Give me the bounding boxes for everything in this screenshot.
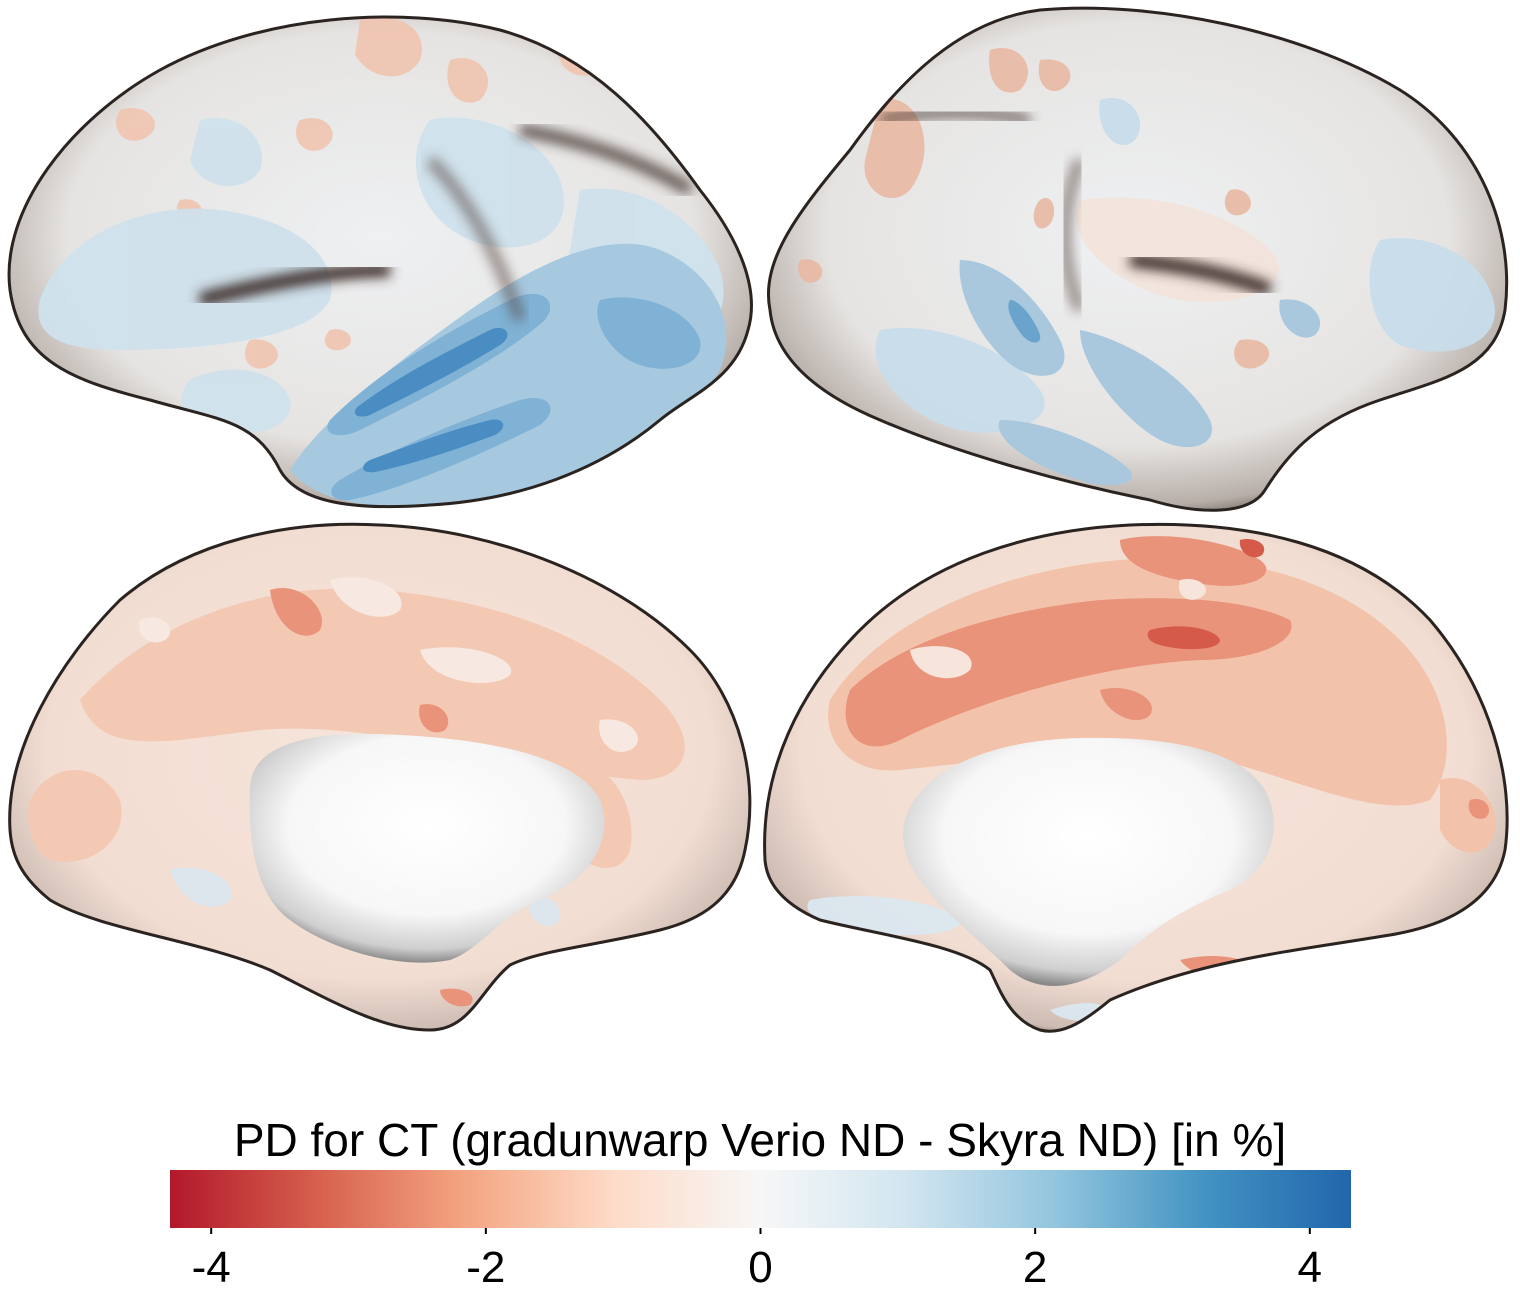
left-hemisphere-lateral-view xyxy=(7,15,753,509)
colorbar-tick-label: 0 xyxy=(748,1243,772,1290)
colorbar-gradient-bar xyxy=(170,1170,1351,1228)
colorbar: -4 -2 0 2 4 xyxy=(170,1170,1351,1290)
colorbar-tick-label: 4 xyxy=(1298,1243,1322,1290)
colorbar-ticks: -4 -2 0 2 4 xyxy=(192,1228,1322,1290)
colorbar-title: PD for CT (gradunwarp Verio ND - Skyra N… xyxy=(233,1114,1287,1166)
brain-surface-figure xyxy=(7,6,1509,1033)
right-hemisphere-lateral-view xyxy=(766,6,1509,512)
colorbar-tick-label: -2 xyxy=(466,1243,505,1290)
colorbar-tick-label: -4 xyxy=(192,1243,231,1290)
colorbar-tick-label: 2 xyxy=(1023,1243,1047,1290)
right-hemisphere-medial-view xyxy=(763,522,1509,1033)
left-hemisphere-medial-view xyxy=(8,522,752,1032)
